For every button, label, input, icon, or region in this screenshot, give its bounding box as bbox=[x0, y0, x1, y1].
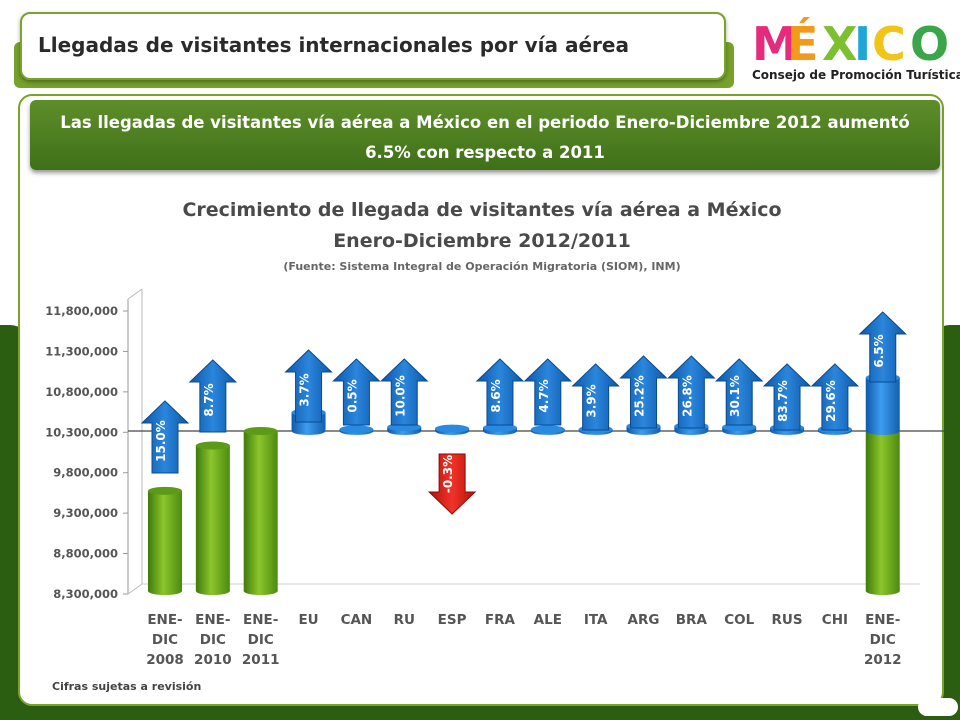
y-tick-label: 11,800,000 bbox=[45, 304, 118, 318]
growth-label: 30.1% bbox=[728, 375, 742, 417]
title-box: Llegadas de visitantes internacionales p… bbox=[20, 12, 726, 80]
growth-label: 10.0% bbox=[393, 375, 407, 417]
growth-arrow-up: 4.7% bbox=[523, 358, 573, 426]
growth-arrow-up: 25.2% bbox=[619, 355, 668, 429]
logo-letter: O bbox=[910, 17, 949, 68]
x-tick-label: ARG bbox=[628, 612, 660, 628]
x-tick-label: BRA bbox=[676, 612, 708, 628]
page-title: Llegadas de visitantes internacionales p… bbox=[38, 33, 629, 57]
logo-letter: I bbox=[854, 17, 871, 68]
green-bar bbox=[865, 426, 900, 595]
x-tick-label: ITA bbox=[584, 612, 608, 628]
logo-letter: M bbox=[752, 17, 798, 68]
growth-arrow-up: 26.8% bbox=[667, 355, 716, 429]
chart-x-labels: ENE-DIC 2008 ENE-DIC 2010 ENE-DIC 2011 EU CAN RU… bbox=[146, 612, 901, 668]
x-tick-label: CAN bbox=[341, 612, 373, 628]
x-tick-label: ALE bbox=[534, 612, 562, 628]
x-tick-label: ENE-DIC 2008 bbox=[146, 612, 184, 668]
mexico-logo-letters: MÉ XI C O bbox=[752, 17, 949, 71]
x-tick-label: COL bbox=[724, 612, 754, 628]
y-tick-label: 9,300,000 bbox=[53, 506, 118, 520]
growth-arrow-up: 10.0% bbox=[380, 358, 429, 426]
x-tick-label: RU bbox=[394, 612, 415, 628]
y-tick-label: 9,800,000 bbox=[53, 466, 118, 480]
logo-letter: É bbox=[787, 17, 818, 68]
growth-label: 29.6% bbox=[824, 380, 838, 422]
y-tick-label: 10,800,000 bbox=[45, 385, 118, 399]
y-tick-label: 10,300,000 bbox=[45, 425, 118, 439]
y-tick-label: 8,800,000 bbox=[53, 547, 118, 561]
growth-label: 3.9% bbox=[585, 384, 599, 417]
growth-arrow-up: 3.7% bbox=[284, 349, 333, 423]
growth-label: 0.5% bbox=[345, 379, 359, 412]
growth-arrow-up: 8.6% bbox=[475, 358, 525, 426]
x-tick-label: ESP bbox=[438, 612, 467, 628]
growth-arrow-up: 15.0% bbox=[140, 400, 190, 474]
growth-arrow-up: 0.5% bbox=[332, 358, 381, 426]
logo-letter: X bbox=[822, 17, 857, 68]
blue-increment-bar bbox=[339, 425, 374, 435]
growth-label: 3.7% bbox=[298, 373, 312, 406]
chart-axes: 8,300,000 8,800,000 9,300,000 9,800,000 10,3… bbox=[45, 288, 946, 601]
chart-source: (Fuente: Sistema Integral de Operación M… bbox=[283, 260, 680, 273]
green-bar bbox=[195, 441, 230, 595]
x-tick-label: ENE-DIC 2010 bbox=[194, 612, 232, 668]
chart-title: Crecimiento de llegada de visitantes vía… bbox=[182, 199, 781, 221]
growth-label: 8.7% bbox=[202, 383, 216, 416]
x-tick-label: ENE-DIC 2011 bbox=[242, 612, 280, 668]
green-bar bbox=[148, 486, 182, 595]
growth-label: 6.5% bbox=[872, 334, 886, 367]
growth-label: 4.7% bbox=[537, 379, 551, 412]
logo-letter: C bbox=[872, 17, 906, 68]
x-tick-label: CHI bbox=[822, 612, 848, 628]
blue-increment-bar bbox=[530, 425, 565, 435]
growth-arrow-down: -0.3% bbox=[427, 453, 477, 515]
growth-arrow-up: 29.6% bbox=[810, 363, 860, 431]
blue-increment-bar bbox=[482, 423, 517, 435]
growth-label: 15.0% bbox=[154, 420, 168, 462]
growth-arrow-up: 6.5% bbox=[858, 311, 907, 383]
x-tick-label: ENE-DIC 2012 bbox=[864, 612, 902, 668]
x-tick-label: EU bbox=[298, 612, 318, 628]
growth-label: -0.3% bbox=[441, 455, 455, 493]
growth-label: 83.7% bbox=[776, 380, 790, 422]
footnote: Cifras sujetas a revisión bbox=[52, 680, 202, 693]
growth-label: 8.6% bbox=[489, 379, 503, 412]
banner-line-1: Las llegadas de visitantes vía aérea a M… bbox=[60, 113, 910, 132]
chart-subtitle: Enero-Diciembre 2012/2011 bbox=[333, 230, 631, 252]
x-tick-label: RUS bbox=[772, 612, 803, 628]
y-tick-label: 11,300,000 bbox=[45, 344, 118, 358]
chart-arrows: 15.0% 8.7% 3.7% 0.5% 10.0% -0.3% 8.6% 4.7% 3.9% 2… bbox=[140, 311, 907, 515]
growth-label: 25.2% bbox=[633, 375, 647, 417]
y-tick-label: 8,300,000 bbox=[53, 587, 118, 601]
blue-increment-bar bbox=[865, 373, 900, 435]
growth-arrow-up: 8.7% bbox=[188, 359, 238, 433]
growth-arrow-up: 30.1% bbox=[714, 358, 764, 426]
x-tick-label: FRA bbox=[485, 612, 516, 628]
banner-line-2: 6.5% con respecto a 2011 bbox=[365, 143, 605, 162]
blue-increment-bar bbox=[435, 424, 470, 435]
green-bar bbox=[243, 426, 278, 595]
growth-arrow-up: 3.9% bbox=[571, 363, 620, 431]
headline-banner: Las llegadas de visitantes vía aérea a M… bbox=[30, 100, 940, 170]
corner-pill bbox=[918, 698, 958, 716]
frame-edge bbox=[127, 288, 143, 300]
logo-subtitle: Consejo de Promoción Turística bbox=[752, 68, 960, 82]
growth-label: 26.8% bbox=[680, 375, 694, 417]
growth-arrow-up: 83.7% bbox=[762, 363, 812, 431]
frame-edge bbox=[127, 583, 143, 595]
